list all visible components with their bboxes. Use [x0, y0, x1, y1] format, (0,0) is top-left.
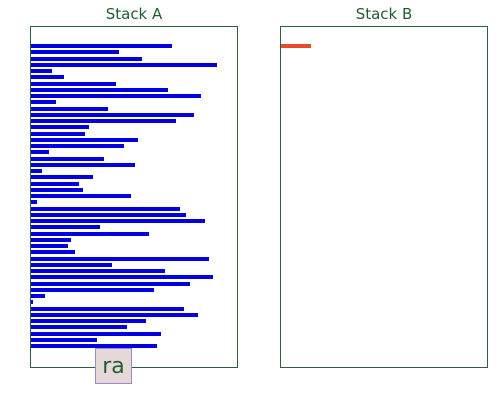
stack-a-bar — [31, 81, 116, 86]
stack-a-bar — [31, 106, 108, 111]
stack-a-bar — [31, 225, 100, 230]
stack-a-bar — [31, 62, 217, 67]
stack-a-bar — [31, 175, 93, 180]
stack-a-bar — [31, 144, 124, 148]
stack-a-bar — [31, 231, 149, 236]
stack-b-panel — [280, 26, 488, 368]
stack-a-bar — [31, 181, 79, 186]
stack-a-bar — [31, 50, 119, 55]
stack-a-bar — [31, 337, 97, 342]
stack-a-bar — [31, 331, 161, 336]
stack-a-bar — [31, 156, 104, 161]
stack-a-bar — [31, 256, 209, 261]
stack-b-bar — [281, 44, 311, 48]
stack-a-bar — [31, 200, 37, 205]
stack-a-bar — [31, 87, 168, 92]
stack-a-bar — [31, 219, 205, 223]
stack-a-bar — [31, 187, 83, 192]
stack-a-bar — [31, 125, 89, 130]
stack-a-bar — [31, 287, 154, 292]
stack-a-title: Stack A — [105, 5, 163, 23]
stack-a-bar — [31, 69, 52, 73]
stack-a-bar — [31, 94, 201, 98]
stack-a-bar — [31, 244, 68, 248]
stack-a-bar — [31, 281, 190, 286]
stack-a-bar — [31, 319, 146, 323]
stack-a-bar — [31, 275, 213, 280]
stack-a-bar — [31, 44, 172, 48]
stack-a-bar — [31, 269, 165, 273]
stack-a-bar — [31, 162, 135, 167]
stack-a-bar — [31, 212, 186, 217]
stack-a-bar — [31, 300, 33, 305]
stack-a-bar — [31, 325, 127, 330]
stack-a-bar — [31, 119, 176, 123]
stack-a-bar — [31, 206, 180, 211]
stack-a-bar — [31, 56, 142, 61]
stack-a-bar — [31, 131, 85, 136]
stack-a-bar — [31, 306, 184, 311]
stack-a-bar — [31, 237, 71, 242]
stack-a-bar — [31, 169, 42, 173]
stack-a-bar — [31, 75, 64, 80]
stack-a-bar — [31, 150, 49, 155]
stack-a-bar — [31, 294, 45, 298]
stack-a-panel — [30, 26, 238, 368]
stack-a-bar — [31, 250, 75, 255]
stack-a-bar — [31, 344, 157, 348]
stack-a-bar — [31, 100, 56, 105]
stack-b-title: Stack B — [355, 5, 413, 23]
stack-a-bar — [31, 194, 131, 198]
stack-a-bar — [31, 312, 198, 317]
stack-a-bar — [31, 137, 138, 142]
stack-a-bar — [31, 262, 112, 267]
stack-a-bar — [31, 112, 194, 117]
operation-ra-button[interactable]: ra — [95, 348, 132, 384]
